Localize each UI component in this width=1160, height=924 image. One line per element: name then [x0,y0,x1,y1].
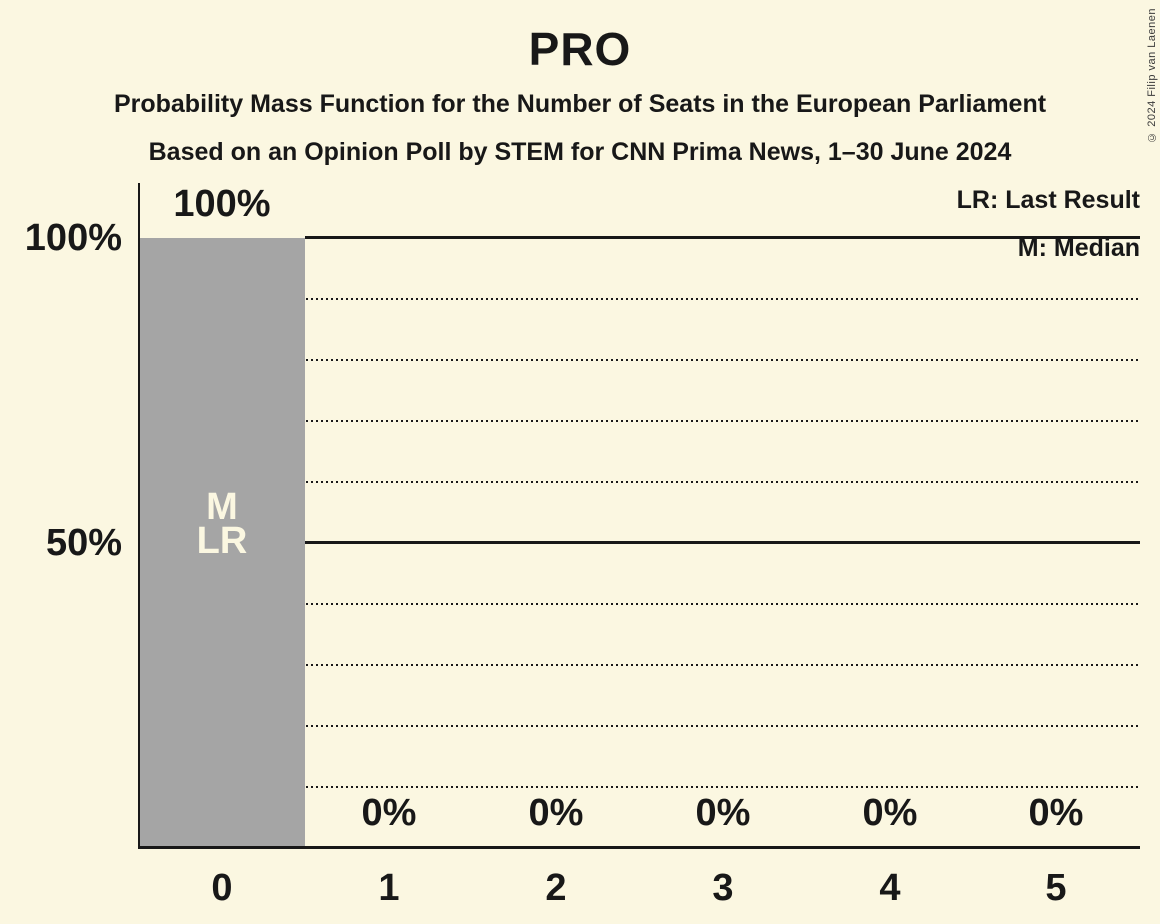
value-label-4: 0% [862,792,918,834]
x-axis [138,846,1140,849]
chart-title: PRO [528,23,632,75]
gridline-70 [306,420,1140,422]
x-axis-tick-4: 4 [879,867,901,909]
chart-source-line: Based on an Opinion Poll by STEM for CNN… [148,138,1012,166]
value-label-0: 100% [173,183,271,225]
gridline-20 [306,725,1140,727]
y-axis-tick-100: 100% [24,217,122,259]
gridline-30 [306,664,1140,666]
gridline-10 [306,786,1140,788]
gridline-60 [306,481,1140,483]
value-label-2: 0% [528,792,584,834]
value-label-5: 0% [1028,792,1084,834]
y-axis [138,183,140,848]
copyright-notice: © 2024 Filip van Laenen [1146,8,1158,143]
x-axis-tick-1: 1 [378,867,400,909]
x-axis-tick-3: 3 [712,867,734,909]
median-marker: M [206,486,238,528]
gridline-80 [306,359,1140,361]
last-result-marker: LR [196,520,248,562]
legend-last-result: LR: Last Result [956,186,1140,214]
y-axis-tick-50: 50% [45,522,122,564]
x-axis-tick-2: 2 [545,867,567,909]
x-axis-tick-0: 0 [211,867,233,909]
gridline-50 [305,541,1140,544]
gridline-100 [305,236,1140,239]
gridline-40 [306,603,1140,605]
gridline-90 [306,298,1140,300]
bar-seats-0 [140,238,305,848]
x-axis-tick-5: 5 [1045,867,1067,909]
chart-subtitle: Probability Mass Function for the Number… [113,90,1047,118]
value-label-3: 0% [695,792,751,834]
value-label-1: 0% [361,792,417,834]
